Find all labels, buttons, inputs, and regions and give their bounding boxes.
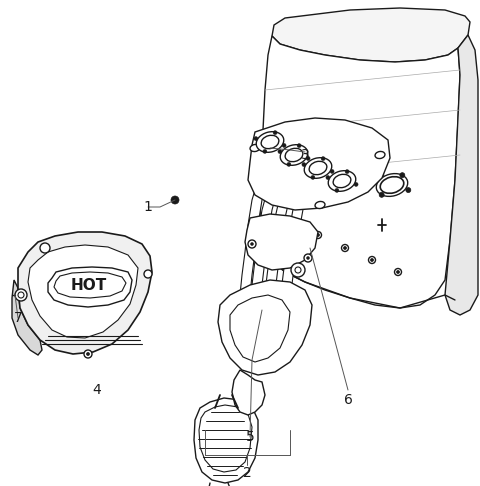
Circle shape xyxy=(295,267,301,273)
Circle shape xyxy=(15,289,27,301)
Circle shape xyxy=(352,177,357,182)
Ellipse shape xyxy=(309,161,327,174)
Ellipse shape xyxy=(353,162,377,178)
Circle shape xyxy=(373,177,378,182)
Circle shape xyxy=(263,149,267,154)
Circle shape xyxy=(395,268,401,276)
Text: 3: 3 xyxy=(300,148,310,162)
Ellipse shape xyxy=(261,135,279,149)
Circle shape xyxy=(316,233,320,237)
Circle shape xyxy=(291,263,305,277)
Circle shape xyxy=(311,175,315,179)
Circle shape xyxy=(330,170,334,174)
Circle shape xyxy=(346,143,351,148)
Circle shape xyxy=(302,163,306,167)
Circle shape xyxy=(278,150,282,154)
Circle shape xyxy=(171,196,179,204)
Circle shape xyxy=(291,132,296,138)
Polygon shape xyxy=(232,370,265,415)
Circle shape xyxy=(379,192,384,197)
Ellipse shape xyxy=(380,177,404,193)
Polygon shape xyxy=(248,118,390,210)
Ellipse shape xyxy=(294,129,326,152)
Circle shape xyxy=(314,231,322,239)
Ellipse shape xyxy=(376,174,408,196)
Circle shape xyxy=(344,246,347,249)
Circle shape xyxy=(325,162,330,167)
Circle shape xyxy=(84,350,92,358)
Polygon shape xyxy=(230,295,290,362)
Circle shape xyxy=(335,189,339,192)
Polygon shape xyxy=(245,214,318,270)
Ellipse shape xyxy=(285,148,303,162)
Text: 7: 7 xyxy=(13,311,23,325)
Polygon shape xyxy=(28,245,138,338)
Circle shape xyxy=(379,173,384,177)
Circle shape xyxy=(297,147,302,152)
Ellipse shape xyxy=(375,152,385,158)
Circle shape xyxy=(318,128,323,133)
Ellipse shape xyxy=(256,132,284,152)
Ellipse shape xyxy=(250,144,260,152)
Polygon shape xyxy=(260,36,460,308)
Text: 1: 1 xyxy=(144,200,153,214)
Polygon shape xyxy=(218,280,312,375)
Ellipse shape xyxy=(326,147,350,163)
Ellipse shape xyxy=(298,132,322,148)
Polygon shape xyxy=(12,280,42,355)
Circle shape xyxy=(321,156,325,160)
Circle shape xyxy=(248,240,256,248)
Circle shape xyxy=(406,188,411,192)
Circle shape xyxy=(86,352,89,355)
Circle shape xyxy=(306,156,310,160)
Text: HOT: HOT xyxy=(71,278,107,293)
Ellipse shape xyxy=(333,174,351,188)
Polygon shape xyxy=(263,175,295,315)
Ellipse shape xyxy=(322,143,354,166)
Polygon shape xyxy=(240,162,272,295)
Circle shape xyxy=(282,143,286,147)
Polygon shape xyxy=(272,8,470,62)
Polygon shape xyxy=(18,232,152,354)
Circle shape xyxy=(373,157,378,163)
Circle shape xyxy=(346,162,351,168)
Polygon shape xyxy=(199,405,252,472)
Circle shape xyxy=(254,137,258,140)
Text: 5: 5 xyxy=(246,430,254,444)
Circle shape xyxy=(369,257,375,263)
Circle shape xyxy=(307,257,310,260)
Circle shape xyxy=(371,259,373,261)
Ellipse shape xyxy=(328,171,356,191)
Text: 2: 2 xyxy=(242,466,252,480)
Circle shape xyxy=(324,142,329,148)
Ellipse shape xyxy=(315,201,325,208)
Circle shape xyxy=(352,157,357,163)
Circle shape xyxy=(40,243,50,253)
Circle shape xyxy=(251,243,253,245)
Circle shape xyxy=(345,170,349,174)
Circle shape xyxy=(273,131,277,135)
Polygon shape xyxy=(445,35,478,315)
Circle shape xyxy=(354,182,358,187)
Polygon shape xyxy=(278,182,308,322)
Circle shape xyxy=(18,292,24,298)
Circle shape xyxy=(144,270,152,278)
Ellipse shape xyxy=(304,157,332,178)
Text: 6: 6 xyxy=(344,393,352,407)
Circle shape xyxy=(287,162,291,166)
Polygon shape xyxy=(250,168,282,308)
Circle shape xyxy=(396,271,399,274)
Circle shape xyxy=(400,173,405,178)
Ellipse shape xyxy=(280,145,308,165)
Polygon shape xyxy=(54,272,126,298)
Text: 4: 4 xyxy=(93,383,101,397)
Circle shape xyxy=(304,254,312,262)
Polygon shape xyxy=(48,267,132,307)
Circle shape xyxy=(326,175,330,180)
Circle shape xyxy=(297,143,301,148)
Circle shape xyxy=(341,244,348,251)
Polygon shape xyxy=(194,398,258,483)
Circle shape xyxy=(319,147,324,153)
Ellipse shape xyxy=(349,158,381,181)
